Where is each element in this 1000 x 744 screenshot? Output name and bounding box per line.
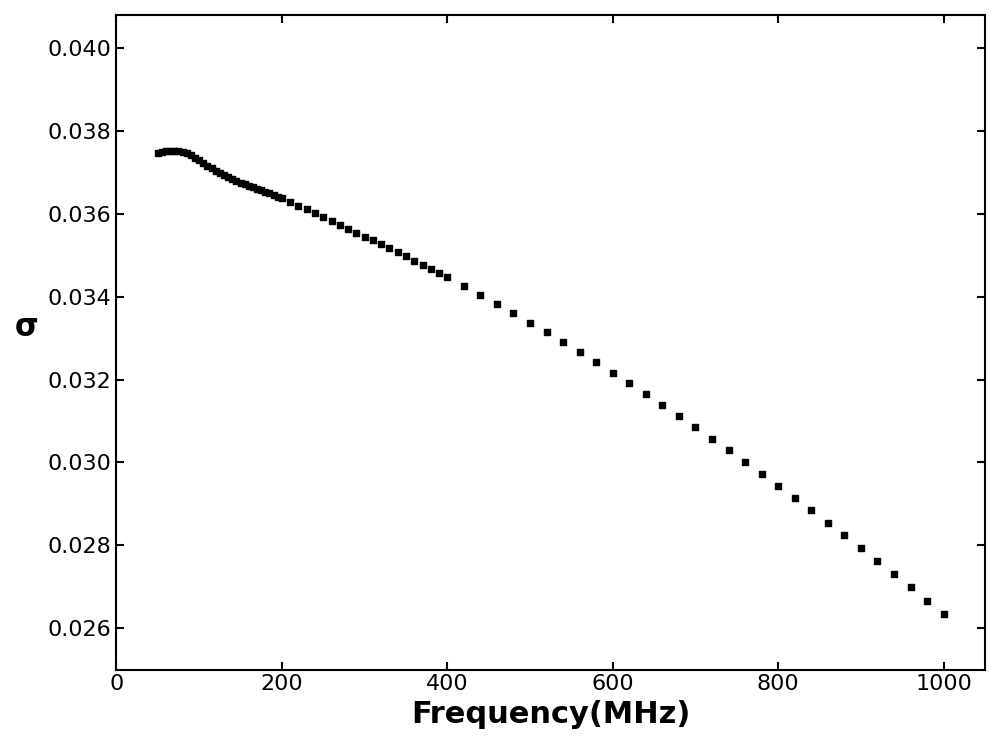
Point (671, 410, 687, 422)
Point (191, 154, 207, 166)
Point (348, 227, 364, 239)
Point (357, 231, 373, 243)
Point (820, 517, 836, 529)
Y-axis label: σ: σ (15, 313, 39, 342)
Point (505, 307, 521, 319)
Point (737, 456, 753, 468)
Point (365, 234, 381, 246)
Point (919, 594, 935, 606)
Point (555, 336, 571, 348)
Point (253, 185, 269, 196)
Point (212, 167, 228, 179)
Point (162, 145, 178, 157)
Point (886, 568, 902, 580)
Point (199, 159, 215, 171)
Point (439, 272, 455, 283)
Point (903, 581, 919, 593)
Point (245, 182, 261, 193)
X-axis label: Frequency(MHz): Frequency(MHz) (411, 700, 690, 729)
Point (539, 327, 555, 339)
Point (249, 183, 265, 195)
Point (638, 388, 654, 400)
Point (869, 555, 885, 567)
Point (406, 254, 422, 266)
Point (175, 146, 191, 158)
Point (224, 173, 240, 185)
Point (307, 207, 323, 219)
Point (572, 346, 588, 358)
Point (621, 377, 637, 389)
Point (257, 186, 273, 198)
Point (216, 170, 232, 182)
Point (170, 145, 186, 157)
Point (654, 399, 670, 411)
Point (605, 367, 621, 379)
Point (233, 176, 249, 188)
Point (431, 267, 447, 279)
Point (787, 492, 803, 504)
Point (324, 215, 340, 227)
Point (290, 199, 306, 211)
Point (704, 433, 720, 445)
Point (754, 468, 770, 480)
Point (803, 504, 819, 516)
Point (158, 145, 174, 157)
Point (936, 608, 952, 620)
Point (299, 203, 315, 215)
Point (237, 178, 253, 190)
Point (398, 251, 414, 263)
Point (721, 444, 737, 456)
Point (853, 542, 869, 554)
Point (373, 239, 389, 251)
Point (588, 356, 604, 368)
Point (770, 480, 786, 492)
Point (183, 150, 199, 161)
Point (266, 189, 282, 201)
Point (208, 164, 224, 176)
Point (423, 263, 439, 275)
Point (415, 259, 431, 271)
Point (315, 211, 331, 223)
Point (150, 147, 166, 159)
Point (456, 280, 472, 292)
Point (390, 246, 406, 258)
Point (522, 317, 538, 329)
Point (228, 175, 244, 187)
Point (179, 147, 195, 159)
Point (489, 298, 505, 310)
Point (154, 147, 170, 158)
Point (261, 187, 277, 199)
Point (274, 193, 290, 205)
Point (340, 222, 356, 234)
Point (195, 157, 211, 169)
Point (166, 144, 182, 156)
Point (381, 243, 397, 254)
Point (241, 179, 257, 191)
Point (472, 289, 488, 301)
Point (282, 196, 298, 208)
Point (836, 530, 852, 542)
Point (204, 162, 220, 174)
Point (220, 171, 236, 183)
Point (687, 421, 703, 433)
Point (270, 190, 286, 202)
Point (187, 152, 203, 164)
Point (332, 219, 348, 231)
